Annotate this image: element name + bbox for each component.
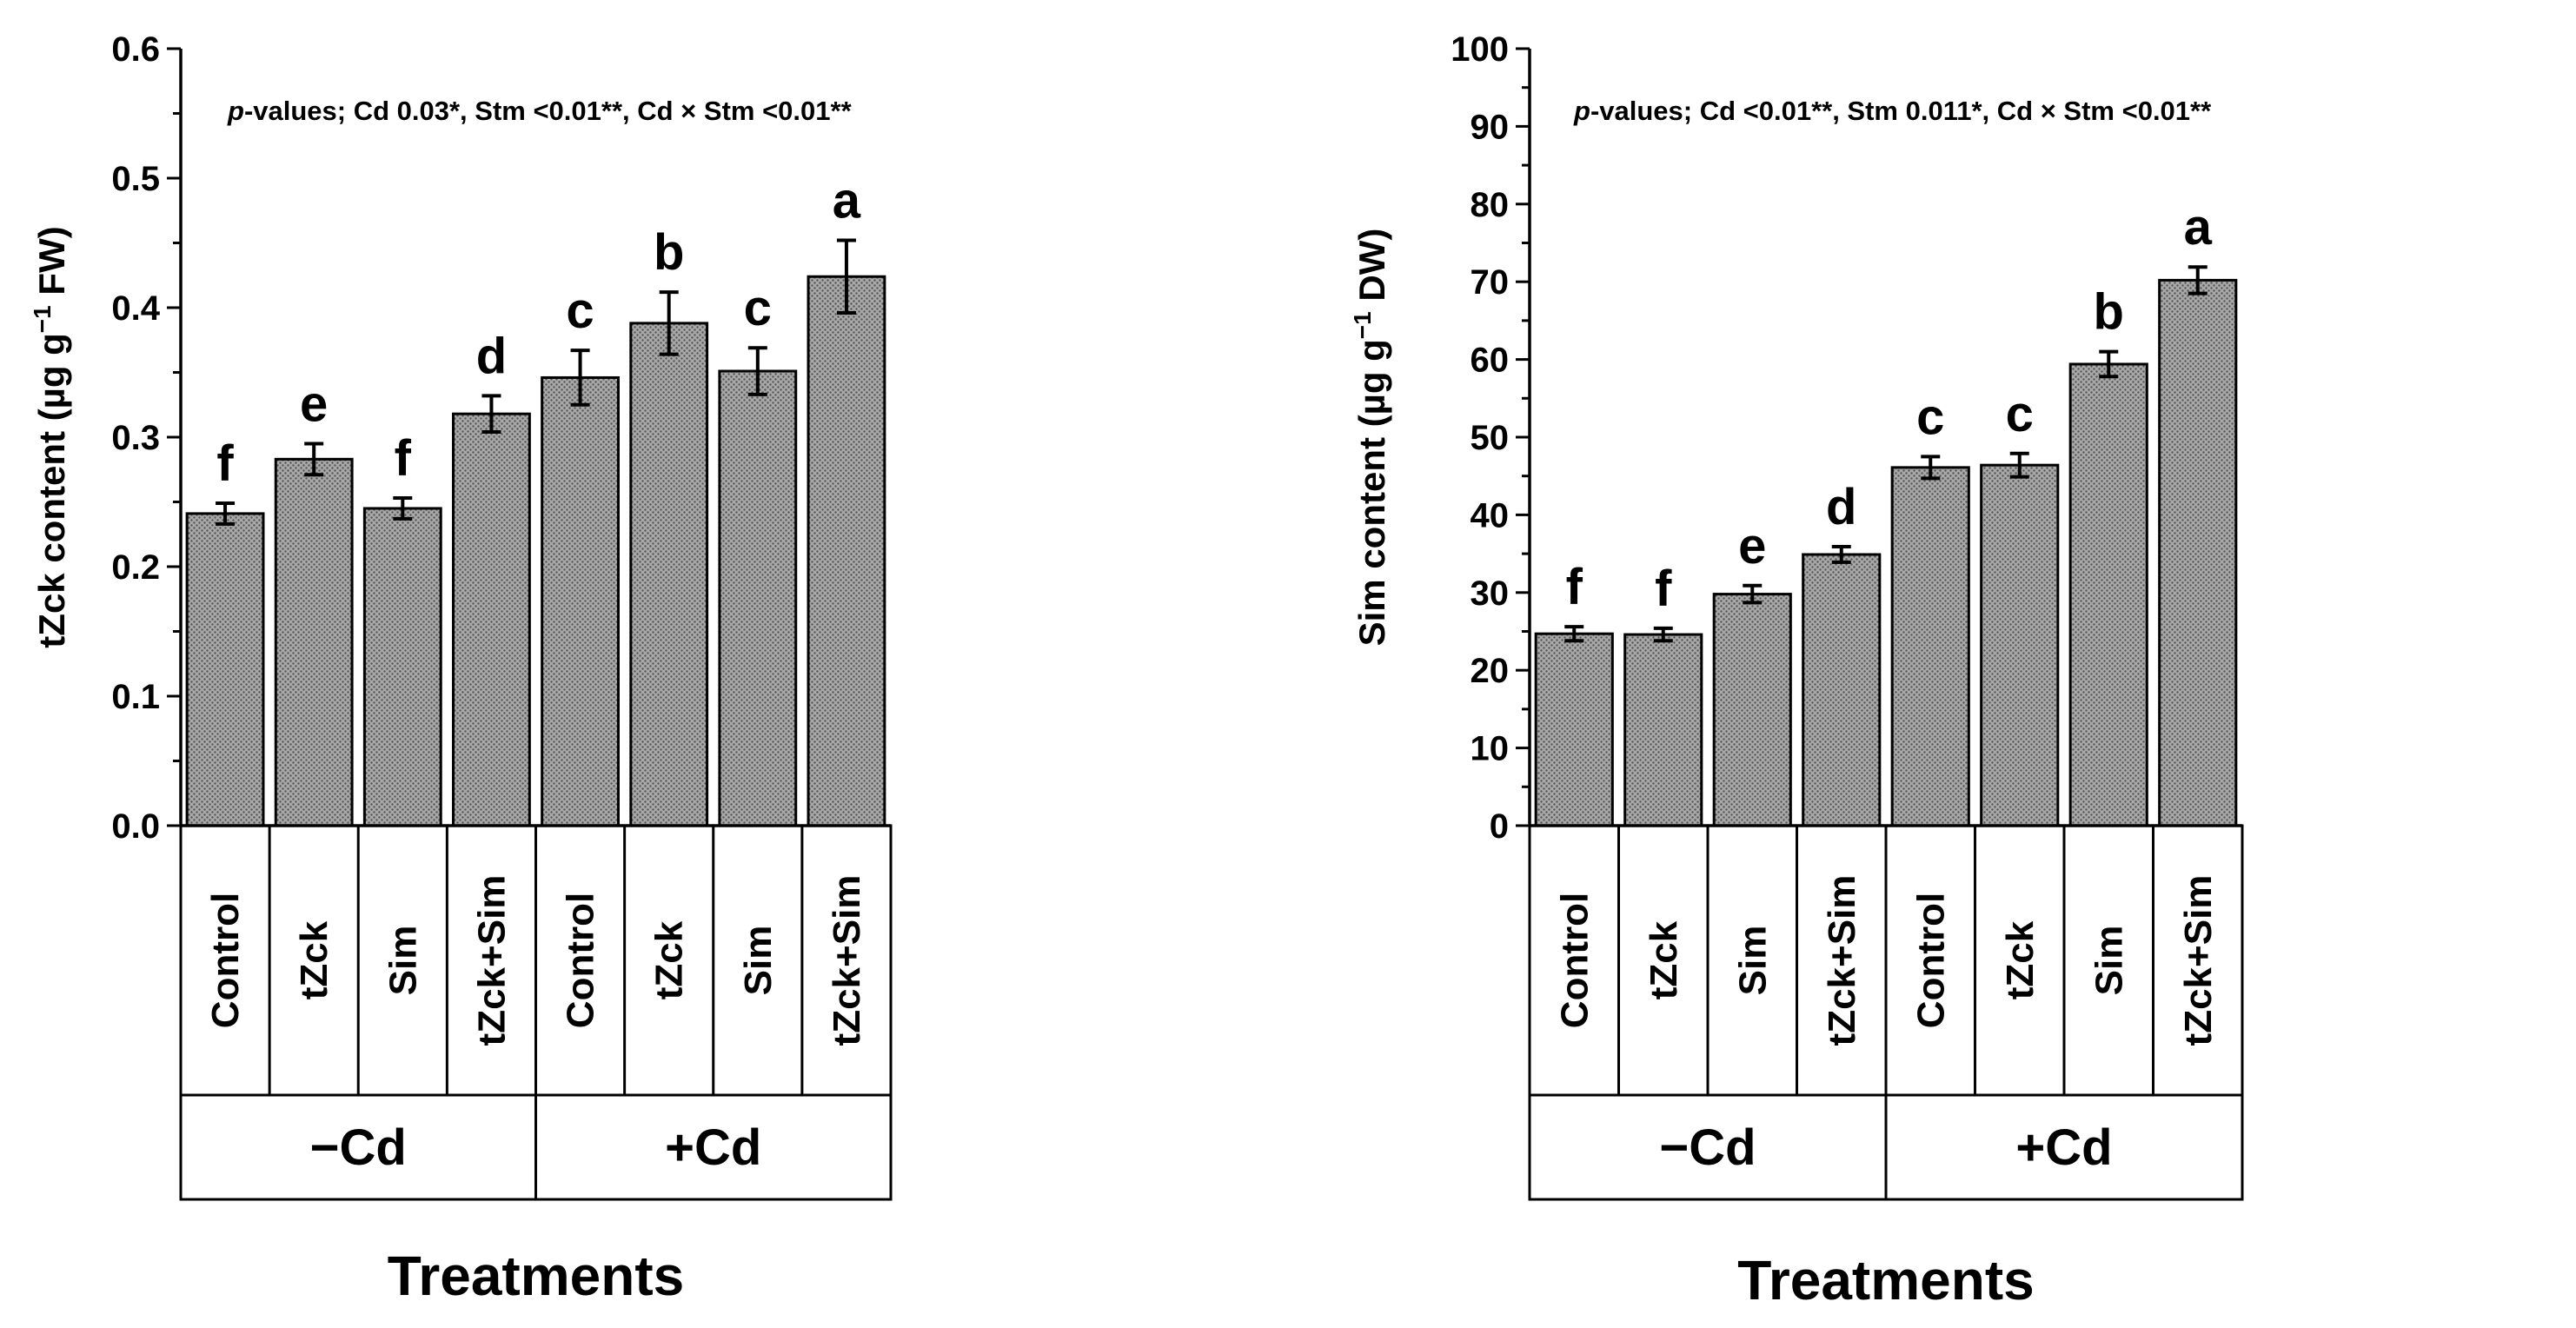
y-axis-title-main: Sim content (µg g [1351, 339, 1392, 646]
bar [629, 322, 709, 827]
bar [452, 412, 531, 827]
category-label: Control [1553, 893, 1596, 1028]
bar [274, 457, 354, 827]
category-label: Control [1909, 893, 1952, 1028]
y-tick-label: 0.4 [111, 289, 160, 328]
bar [718, 369, 798, 827]
y-tick-label: 0.3 [111, 419, 160, 457]
y-tick-label: 0.5 [111, 160, 160, 198]
x-axis-title: Treatments [388, 1245, 684, 1307]
y-axis-title-superscript: −1 [1349, 311, 1376, 339]
y-tick-label: 0.2 [111, 548, 160, 587]
y-tick-label: 90 [1471, 108, 1510, 146]
bar [362, 507, 442, 827]
group-label: +Cd [665, 1119, 761, 1176]
x-axis-title: Treatments [1737, 1249, 2034, 1311]
significance-letter: e [300, 375, 328, 432]
p-value-italic-p: p [1573, 96, 1590, 126]
y-axis-title-unit: FW) [31, 226, 72, 305]
significance-letter: f [1566, 559, 1583, 615]
category-label: tZck [648, 920, 691, 999]
bar [807, 275, 886, 827]
bar [1534, 632, 1614, 827]
y-tick-label: 10 [1471, 730, 1510, 768]
p-value-annotation: p-values; Cd 0.03*, Stm <0.01**, Cd × St… [227, 96, 853, 126]
y-tick-label: 0.6 [111, 30, 160, 69]
category-label: Sim [382, 926, 424, 996]
y-tick-label: 50 [1471, 419, 1510, 457]
y-axis-title-unit: DW) [1351, 229, 1392, 312]
significance-letter: f [395, 430, 412, 487]
category-label: tZck+Sim [1821, 875, 1863, 1046]
significance-letter: c [1916, 388, 1944, 445]
bar [1712, 593, 1792, 827]
group-label: −Cd [1659, 1119, 1756, 1176]
sim-content-chart: 0 10 20 30 40 50 60 70 80 90 100 f f e d c c b a Control tZc… [1349, 30, 2244, 1311]
bar [1802, 553, 1882, 827]
bar [2068, 362, 2148, 827]
significance-letter: d [1826, 479, 1856, 535]
tzck-content-chart: 0.0 0.1 0.2 0.3 0.4 0.5 0.6 f e f d c b c a Control tZck… [29, 30, 893, 1307]
y-tick-label: 100 [1451, 30, 1509, 69]
group-label: −Cd [310, 1119, 407, 1176]
category-label: tZck [293, 920, 335, 999]
category-label: Sim [737, 926, 780, 996]
y-tick-label: 0.0 [111, 807, 160, 846]
significance-letter: b [654, 224, 684, 281]
significance-letter: f [216, 435, 234, 492]
p-value-text: -values; Cd 0.03*, Stm <0.01**, Cd × Stm… [244, 96, 853, 126]
bar [1890, 466, 1970, 827]
significance-letter: b [2094, 284, 2124, 341]
y-tick-label: 80 [1471, 186, 1510, 224]
group-label: +Cd [2015, 1119, 2112, 1176]
p-value-text: -values; Cd <0.01**, Stm 0.011*, Cd × St… [1590, 96, 2212, 126]
significance-letter: d [476, 328, 507, 384]
bar [2158, 278, 2238, 827]
y-tick-label: 30 [1471, 574, 1510, 613]
bar [1623, 633, 1703, 827]
y-axis-title: Sim content (µg g−1 DW) [1349, 229, 1392, 647]
category-label: tZck+Sim [470, 875, 513, 1046]
significance-letter: c [566, 282, 594, 339]
bar [185, 512, 265, 827]
significance-letter: a [833, 173, 861, 229]
significance-letter: e [1738, 518, 1766, 574]
y-tick-label: 20 [1471, 652, 1510, 690]
bar [1980, 463, 2060, 827]
y-axis-title-superscript: −1 [29, 305, 56, 333]
category-label: Control [204, 893, 247, 1028]
y-tick-label: 0.1 [111, 678, 160, 716]
significance-letter: a [2184, 199, 2213, 256]
p-value-italic-p: p [227, 96, 244, 126]
p-value-annotation: p-values; Cd <0.01**, Stm 0.011*, Cd × S… [1573, 96, 2212, 126]
y-axis-title: tZck content (µg g−1 FW) [29, 226, 72, 647]
significance-letter: c [2006, 386, 2034, 442]
category-label: tZck+Sim [826, 875, 868, 1046]
significance-letter: f [1655, 561, 1672, 617]
category-label: tZck+Sim [2177, 875, 2220, 1046]
category-label: Sim [2088, 926, 2130, 996]
bar [541, 375, 620, 827]
y-tick-label: 40 [1471, 496, 1510, 535]
y-tick-label: 0 [1490, 807, 1509, 846]
y-tick-label: 60 [1471, 342, 1510, 380]
significance-letter: c [744, 280, 772, 336]
y-tick-label: 70 [1471, 263, 1510, 302]
category-label: tZck [1999, 920, 2042, 999]
y-axis-title-main: tZck content (µg g [31, 333, 72, 648]
category-label: tZck [1643, 920, 1685, 999]
category-label: Control [560, 893, 602, 1028]
category-label: Sim [1731, 926, 1774, 996]
